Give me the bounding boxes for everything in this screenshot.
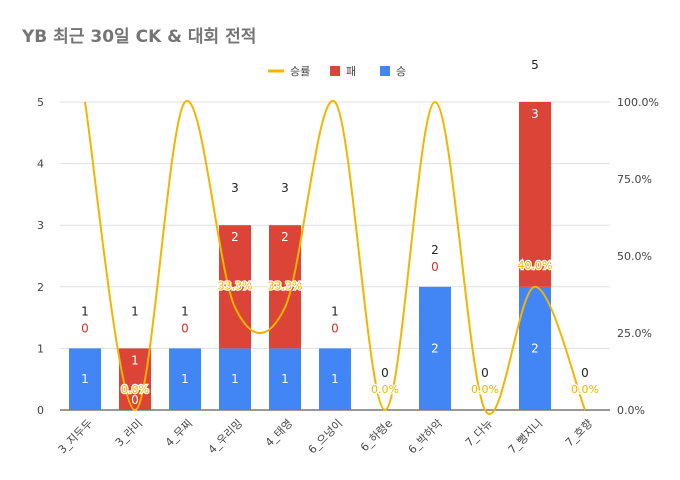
x-tick-label: 4_우리밍 [206, 417, 245, 456]
bar-total-label: 3 [231, 181, 239, 195]
bar-loss-label: 0 [481, 383, 489, 397]
x-tick-label: 4_태영 [263, 417, 295, 449]
line-rate-label: 0.0% [471, 383, 499, 396]
bar-loss [519, 102, 551, 287]
bar-win [219, 348, 251, 410]
line-rate-label: 33.3% [268, 279, 303, 292]
bar-loss-label: 0 [431, 260, 439, 274]
bar-total-label: 5 [531, 58, 539, 72]
x-tick-label: 6_으넝이 [306, 417, 345, 456]
bar-win-label: 1 [181, 372, 189, 386]
x-tick-label: 6_박하악 [405, 416, 445, 456]
bar-win [269, 348, 301, 410]
y-tick-label: 2 [37, 281, 44, 294]
series-line-win-rate [84, 100, 586, 415]
x-tick-label: 7_뻥지니 [506, 417, 545, 456]
legend-label-loss: 패 [346, 65, 356, 78]
bar-win [319, 348, 351, 410]
bar-win-label: 2 [431, 341, 439, 355]
y2-tick-label: 0.0% [617, 404, 645, 417]
bar-total-label: 0 [381, 366, 389, 380]
bar-win-label: 2 [531, 341, 539, 355]
bar-total-label: 1 [81, 304, 89, 318]
bar-total-label: 3 [281, 181, 289, 195]
bar-total-label: 0 [581, 366, 589, 380]
chart-title: YB 최근 30일 CK & 대회 전적 [22, 27, 257, 47]
y2-tick-label: 25.0% [617, 327, 652, 340]
y-tick-label: 3 [37, 219, 44, 232]
legend-swatch-win [380, 66, 390, 76]
bar-loss-label: 3 [531, 107, 539, 121]
bar-win-label: 1 [331, 372, 339, 386]
bar-win-label: 1 [81, 372, 89, 386]
line-rate-label: 33.3% [218, 279, 253, 292]
line-rate-label: 0.0% [121, 383, 149, 396]
bar-total-label: 1 [181, 304, 189, 318]
bar-loss [219, 225, 251, 349]
x-tick-label: 7_호향 [563, 417, 595, 449]
bar-loss-label: 1 [131, 353, 139, 367]
x-tick-label: 6_하령e [357, 416, 395, 454]
legend-label-win-rate: 승률 [290, 65, 310, 78]
y-tick-label: 1 [37, 342, 44, 355]
y2-tick-label: 50.0% [617, 250, 652, 263]
x-tick-label: 3_라미 [113, 417, 145, 449]
y-tick-label: 0 [37, 404, 44, 417]
line-rate-label: 40.0% [518, 259, 553, 272]
x-tick-label: 7_다뉴 [463, 417, 495, 449]
bar-loss-label: 2 [231, 230, 239, 244]
bar-loss-label: 0 [581, 383, 589, 397]
y-tick-label: 4 [37, 158, 44, 171]
line-rate-label: 0.0% [371, 383, 399, 396]
bar-loss-label: 0 [81, 321, 89, 335]
x-tick-label: 4_무찌 [163, 417, 195, 449]
bar-loss [269, 225, 301, 349]
line-rate-label: 0.0% [571, 383, 599, 396]
x-tick-label: 3_지두두 [56, 417, 95, 456]
bar-loss-label: 0 [331, 321, 339, 335]
legend-swatch-loss [330, 66, 340, 76]
bar-win [69, 348, 101, 410]
bar-win-label: 0 [131, 393, 139, 407]
y2-tick-label: 75.0% [617, 173, 652, 186]
y-tick-label: 5 [37, 96, 44, 109]
bar-win [419, 286, 451, 410]
bar-total-label: 0 [481, 366, 489, 380]
bar-win-label: 1 [281, 372, 289, 386]
bar-total-label: 1 [131, 304, 139, 318]
bar-loss-label: 2 [281, 230, 289, 244]
bar-loss-label: 0 [181, 321, 189, 335]
y2-tick-label: 100.0% [617, 96, 659, 109]
legend-label-win: 승 [396, 65, 406, 78]
bar-total-label: 1 [331, 304, 339, 318]
bar-total-label: 2 [431, 243, 439, 257]
bar-win-label: 1 [231, 372, 239, 386]
bar-loss-label: 0 [381, 383, 389, 397]
bar-win [169, 348, 201, 410]
